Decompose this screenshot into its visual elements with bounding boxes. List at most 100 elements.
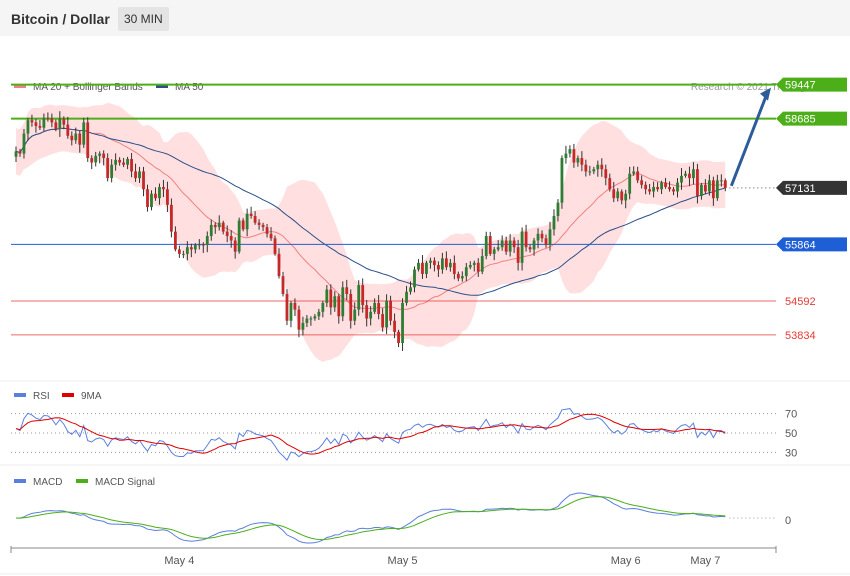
candle-body (707, 180, 711, 192)
candle-body (444, 258, 448, 268)
legend-swatch-macd (14, 479, 26, 483)
candle-body (70, 135, 74, 141)
candle-body (648, 189, 652, 192)
candle-body (138, 171, 141, 179)
x-tick-label: May 7 (690, 555, 720, 567)
candle-body (413, 269, 416, 288)
candle-body (197, 244, 201, 246)
candle-body (604, 169, 608, 179)
candle-body (122, 162, 125, 165)
candle-body (62, 118, 66, 125)
candle-body (353, 309, 357, 321)
candle-body (528, 247, 532, 250)
macd-line (15, 492, 726, 544)
candle-body (142, 171, 145, 190)
candle-body (484, 236, 488, 257)
legend-swatch-macd-signal (76, 479, 88, 483)
candle-body (245, 213, 249, 230)
x-tick-label: May 6 (611, 555, 641, 567)
candle-body (560, 158, 564, 203)
ma50-line (15, 127, 726, 296)
candle-body (46, 118, 50, 120)
rsi-line (15, 408, 726, 461)
candle-body (357, 285, 361, 310)
candle-body (241, 220, 245, 230)
candle-body (177, 249, 181, 254)
macd-signal-line (16, 496, 726, 541)
candle-body (544, 238, 548, 245)
candle-body (572, 149, 576, 163)
candle-body (102, 153, 106, 159)
current-level-tag (776, 180, 847, 195)
resistance-level-tag (776, 111, 847, 126)
pivot-level-label: 55864 (785, 239, 816, 251)
candle-body (409, 287, 412, 292)
candle-body (512, 240, 516, 248)
candle-body (373, 302, 377, 312)
candle-body (225, 231, 229, 237)
candle-body (349, 294, 353, 321)
candle-body (452, 262, 456, 274)
candle-body (205, 236, 209, 245)
candle-body (293, 302, 297, 310)
candle-body (181, 253, 185, 255)
candle-body (696, 169, 699, 196)
copyright-text: Research © 2021 Trading Central (691, 82, 840, 93)
candle-body (381, 314, 385, 328)
candle-body (389, 300, 392, 321)
candle-body (417, 262, 420, 270)
candle-body (456, 273, 460, 279)
legend-swatch-ma20 (14, 84, 26, 88)
candle-body (237, 220, 241, 252)
candle-body (277, 253, 281, 277)
candle-body (429, 260, 432, 263)
candle-body (86, 122, 90, 159)
candle-body (496, 247, 500, 250)
candle-body (588, 171, 592, 173)
candle-body (652, 187, 655, 192)
candle-body (162, 187, 165, 190)
candle-body (158, 187, 161, 199)
candle-body (468, 265, 472, 268)
candle-body (82, 122, 86, 145)
candle-body (616, 191, 620, 199)
candle-body (600, 164, 604, 170)
candle-body (460, 276, 464, 279)
resistance-level-label: 58685 (785, 114, 816, 126)
candle-body (193, 244, 197, 250)
candle-body (421, 262, 424, 274)
candle-body (676, 182, 679, 192)
candle-body (170, 204, 173, 232)
candle-body (480, 256, 484, 272)
candle-body (500, 240, 504, 248)
candle-body (146, 189, 149, 208)
candle-body (723, 180, 727, 188)
candle-body (217, 222, 221, 228)
candle-body (114, 159, 118, 165)
candle-body (313, 316, 317, 319)
candle-body (273, 238, 277, 254)
candle-body (90, 158, 94, 163)
legend-swatch-ma50 (156, 84, 168, 88)
timeframe-badge[interactable]: 30 MIN (118, 7, 169, 31)
candle-body (608, 178, 612, 190)
candle-body (704, 184, 707, 192)
candle-body (30, 120, 34, 123)
candle-body (309, 318, 313, 320)
candle-body (556, 202, 560, 216)
candle-body (369, 311, 373, 319)
candle-body (715, 180, 719, 199)
legend-label-rsi: RSI (33, 391, 50, 402)
candle-body (345, 287, 349, 294)
candle-body (440, 258, 444, 270)
candle-body (524, 231, 528, 248)
legend-label-ma50: MA 50 (175, 82, 204, 93)
candle-body (325, 289, 329, 303)
candle-body (126, 158, 129, 165)
candle-body (174, 231, 177, 250)
candle-body (576, 158, 580, 163)
candle-body (249, 213, 253, 216)
legend-label-ma20: MA 20 + Bollinger Bands (33, 82, 143, 93)
candle-body (74, 133, 78, 141)
